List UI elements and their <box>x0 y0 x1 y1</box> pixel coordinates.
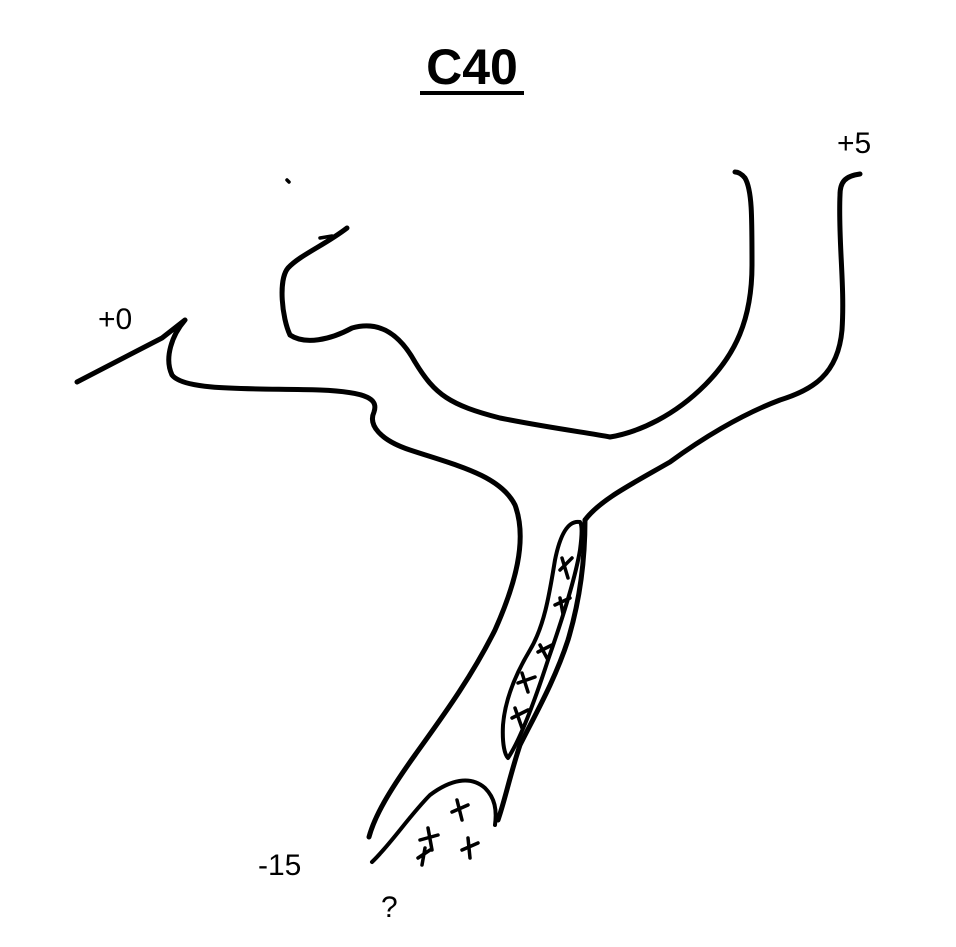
depth-label-right-entrance: +5 <box>837 127 871 160</box>
lower-breakdown-marks <box>416 798 480 867</box>
stray-mark <box>318 234 334 240</box>
breakdown-mark <box>450 798 470 822</box>
left-entrance-outer-wall <box>74 317 523 840</box>
breakdown-mark <box>416 846 432 867</box>
sketch-title: C40 <box>426 39 518 95</box>
upper-breakdown-marks <box>510 556 574 730</box>
breakdown-mark <box>558 556 574 580</box>
breakdown-mark <box>418 826 440 852</box>
unknown-continuation-marker: ? <box>381 891 398 924</box>
shaft-right-wall <box>495 517 588 823</box>
breakdown-mark <box>553 596 572 616</box>
inner-branch-wall <box>279 169 755 440</box>
upper-breakdown-lens <box>500 519 584 760</box>
breakdown-mark <box>516 671 537 694</box>
breakdown-mark <box>510 706 530 730</box>
depth-label-left-entrance: +0 <box>98 303 132 336</box>
breakdown-mark <box>536 643 554 662</box>
breakdown-mark <box>460 836 480 860</box>
lower-breakdown-lens <box>370 778 498 864</box>
stray-mark <box>285 178 291 184</box>
depth-label-bottom: -15 <box>258 849 301 882</box>
right-entrance-outer-wall <box>582 171 863 523</box>
